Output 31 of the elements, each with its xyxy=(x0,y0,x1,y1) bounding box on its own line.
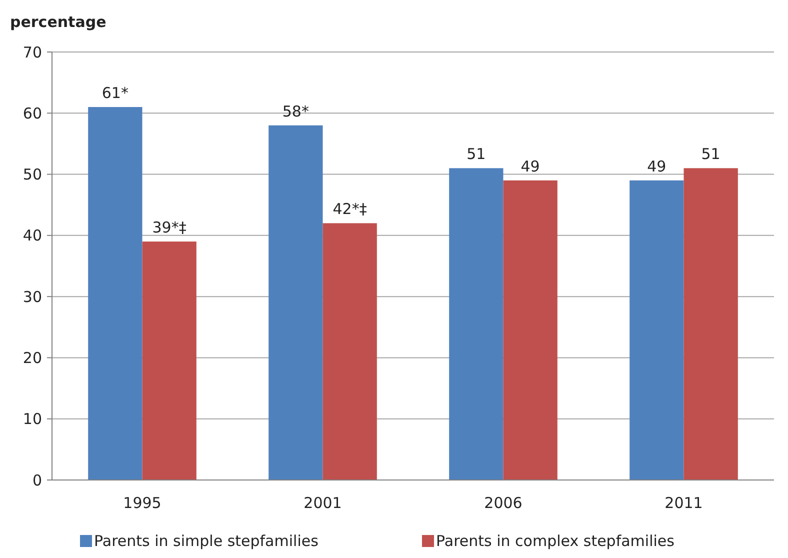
bar xyxy=(503,180,558,480)
y-axis-title: percentage xyxy=(10,13,106,31)
bar xyxy=(268,125,323,480)
y-tick-label: 0 xyxy=(32,471,42,490)
data-label: 51 xyxy=(466,145,486,164)
x-tick-label: 2001 xyxy=(304,494,342,512)
data-label: 39*‡ xyxy=(152,218,187,237)
legend-label: Parents in simple stepfamilies xyxy=(94,532,319,550)
data-label: 49 xyxy=(520,157,540,176)
y-tick-label: 20 xyxy=(22,348,42,367)
legend-label: Parents in complex stepfamilies xyxy=(436,532,675,550)
y-tick-label: 60 xyxy=(22,104,42,122)
x-tick-label: 2011 xyxy=(664,494,703,512)
bar xyxy=(88,107,142,480)
data-label: 61* xyxy=(102,84,129,102)
data-label: 42*‡ xyxy=(332,200,368,218)
data-label: 58* xyxy=(282,102,310,120)
bar xyxy=(142,242,196,480)
data-label: 51 xyxy=(701,145,720,164)
y-tick-label: 10 xyxy=(22,410,42,428)
x-tick-label: 2006 xyxy=(484,494,522,512)
bar xyxy=(449,168,504,480)
bar xyxy=(630,180,684,480)
bar xyxy=(322,223,377,480)
data-label: 49 xyxy=(647,157,666,176)
y-tick-label: 40 xyxy=(22,226,42,245)
bar xyxy=(684,168,738,480)
x-tick-label: 1995 xyxy=(123,494,162,512)
y-tick-label: 50 xyxy=(22,166,42,184)
y-tick-label: 70 xyxy=(22,43,42,62)
y-tick-label: 30 xyxy=(22,288,42,306)
